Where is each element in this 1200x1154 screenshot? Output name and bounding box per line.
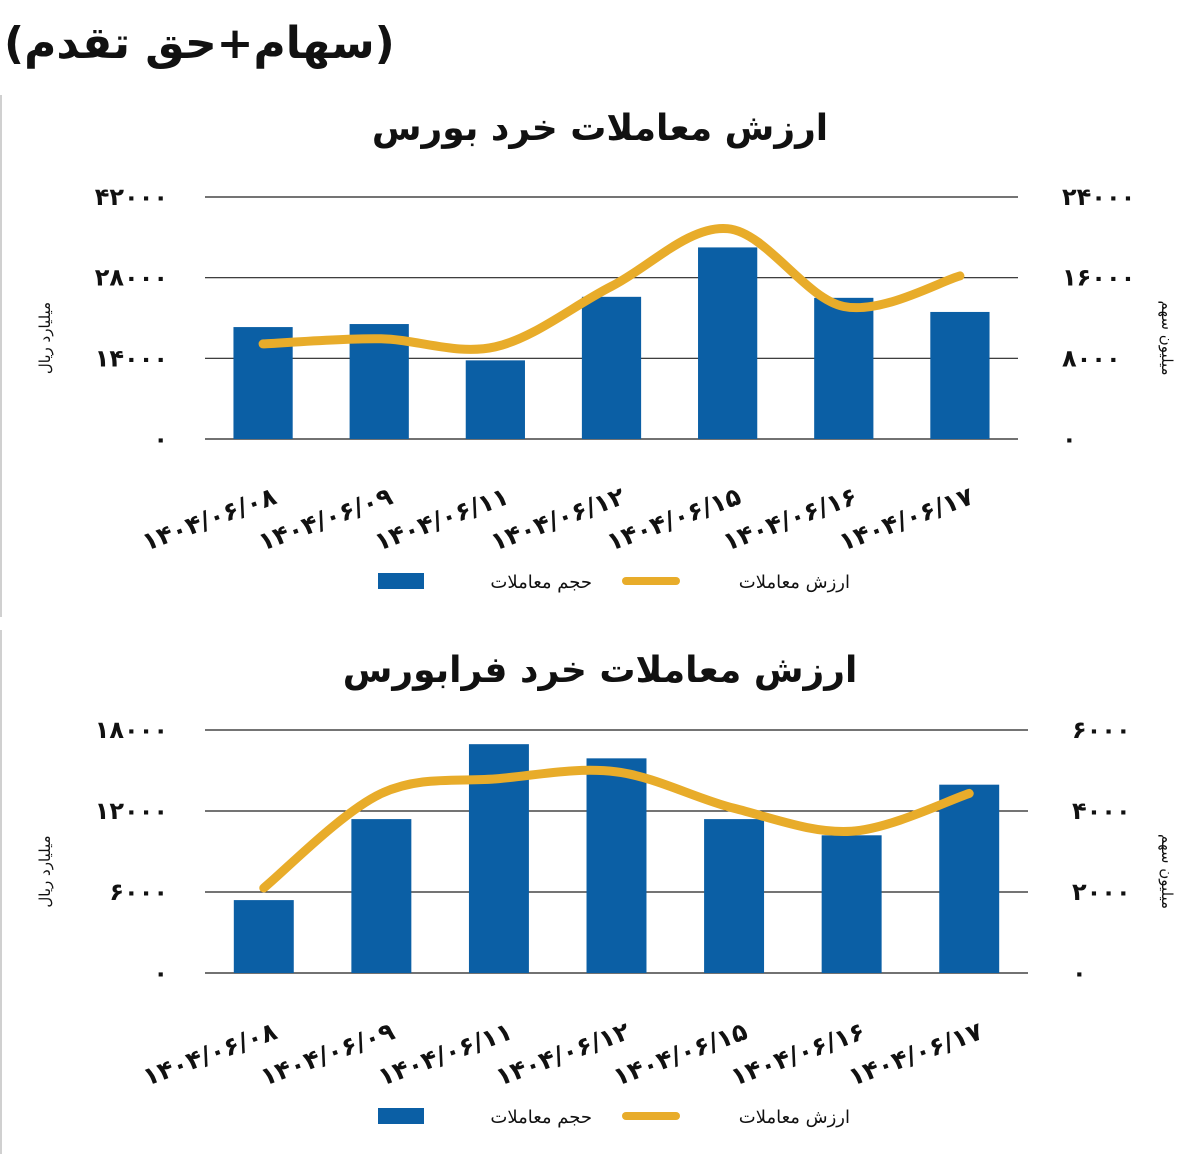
y-tick-left: ۱۸۰۰۰ — [95, 716, 168, 744]
chart-farabourse: ارزش معاملات خرد فرابورس ۰ ۰ ۶۰۰۰ ۲۰۰۰ ۱۲۰۰۰ ۴… — [36, 650, 1176, 1128]
chart-title: ارزش معاملات خرد فرابورس — [343, 650, 858, 691]
legend-bar-swatch — [378, 573, 424, 589]
bar — [351, 819, 412, 973]
chart-title: ارزش معاملات خرد بورس — [372, 108, 828, 149]
x-tick-label: ۱۴۰۴/۰۶/۰۹ — [254, 481, 396, 556]
legend-line-label: ارزش معاملات — [739, 1107, 850, 1128]
y-tick-left: ۲۸۰۰۰ — [95, 264, 168, 292]
y-tick-left: ۰ — [153, 425, 168, 453]
x-tick-label: ۱۴۰۴/۰۶/۱۱ — [374, 1016, 516, 1091]
bar — [930, 311, 990, 439]
bar — [233, 900, 294, 973]
page-header: (سهام+حق تقدم) — [4, 18, 395, 69]
legend-bar-label: حجم معاملات — [490, 1107, 592, 1128]
line-series — [258, 224, 965, 354]
bar — [581, 296, 642, 439]
x-tick-label: ۱۴۰۴/۰۶/۰۸ — [139, 1016, 281, 1091]
x-tick-label: ۱۴۰۴/۰۶/۱۵ — [603, 481, 745, 556]
bar — [586, 758, 647, 973]
x-tick-label: ۱۴۰۴/۰۶/۱۷ — [844, 1016, 986, 1091]
bar — [939, 784, 1000, 973]
bar — [821, 835, 882, 973]
bar — [704, 819, 765, 973]
chart-panel-farabourse: ارزش معاملات خرد فرابورس ۰ ۰ ۶۰۰۰ ۲۰۰۰ ۱۲۰۰۰ ۴… — [0, 630, 1200, 1154]
y-tick-left: ۱۴۰۰۰ — [95, 344, 168, 372]
y-tick-right: ۸۰۰۰ — [1062, 344, 1121, 372]
x-tick-label: ۱۴۰۴/۰۶/۱۶ — [727, 1016, 869, 1091]
y-tick-right: ۰ — [1062, 425, 1077, 453]
y-tick-right: ۲۴۰۰۰ — [1062, 183, 1135, 211]
divider-line — [0, 630, 2, 1154]
y-tick-left: ۶۰۰۰ — [109, 878, 168, 906]
x-tick-label: ۱۴۰۴/۰۶/۱۶ — [719, 481, 861, 556]
bar — [698, 247, 758, 439]
y-tick-right: ۱۶۰۰۰ — [1062, 264, 1135, 292]
x-tick-label: ۱۴۰۴/۰۶/۱۱ — [371, 481, 513, 556]
y-axis-label-right: میلیون سهم — [1158, 300, 1176, 375]
legend-bar-label: حجم معاملات — [490, 572, 592, 593]
y-tick-left: ۱۲۰۰۰ — [95, 797, 168, 825]
y-tick-right: ۲۰۰۰ — [1072, 878, 1131, 906]
divider-line — [0, 95, 2, 617]
y-tick-left: ۰ — [153, 959, 168, 987]
line-series — [259, 765, 974, 893]
y-axis-label-left: میلیارد ریال — [36, 302, 54, 374]
legend-bar-swatch — [378, 1108, 424, 1124]
bar — [814, 297, 874, 439]
y-axis-label-right: میلیون سهم — [1158, 834, 1176, 909]
x-tick-label: ۱۴۰۴/۰۶/۱۷ — [835, 481, 977, 556]
bar — [465, 360, 525, 439]
x-tick-label: ۱۴۰۴/۰۶/۰۸ — [138, 481, 280, 556]
y-tick-left: ۴۲۰۰۰ — [95, 183, 168, 211]
y-axis-label-left: میلیارد ریال — [36, 835, 54, 907]
x-tick-label: ۱۴۰۴/۰۶/۱۵ — [609, 1016, 751, 1091]
y-tick-right: ۰ — [1072, 959, 1087, 987]
x-tick-label: ۱۴۰۴/۰۶/۱۲ — [492, 1016, 634, 1091]
y-tick-right: ۶۰۰۰ — [1072, 716, 1131, 744]
chart-bourse: ارزش معاملات خرد بورس ۰ ۰ ۱۴۰۰۰ ۸۰۰۰ ۲۸۰۰۰ ۱۶۰… — [36, 108, 1176, 593]
x-tick-label: ۱۴۰۴/۰۶/۱۲ — [487, 481, 629, 556]
y-tick-right: ۴۰۰۰ — [1072, 797, 1131, 825]
legend-line-label: ارزش معاملات — [739, 572, 850, 593]
chart-panel-bourse: ارزش معاملات خرد بورس ۰ ۰ ۱۴۰۰۰ ۸۰۰۰ ۲۸۰۰۰ ۱۶۰… — [0, 95, 1200, 617]
x-tick-label: ۱۴۰۴/۰۶/۰۹ — [257, 1016, 399, 1091]
